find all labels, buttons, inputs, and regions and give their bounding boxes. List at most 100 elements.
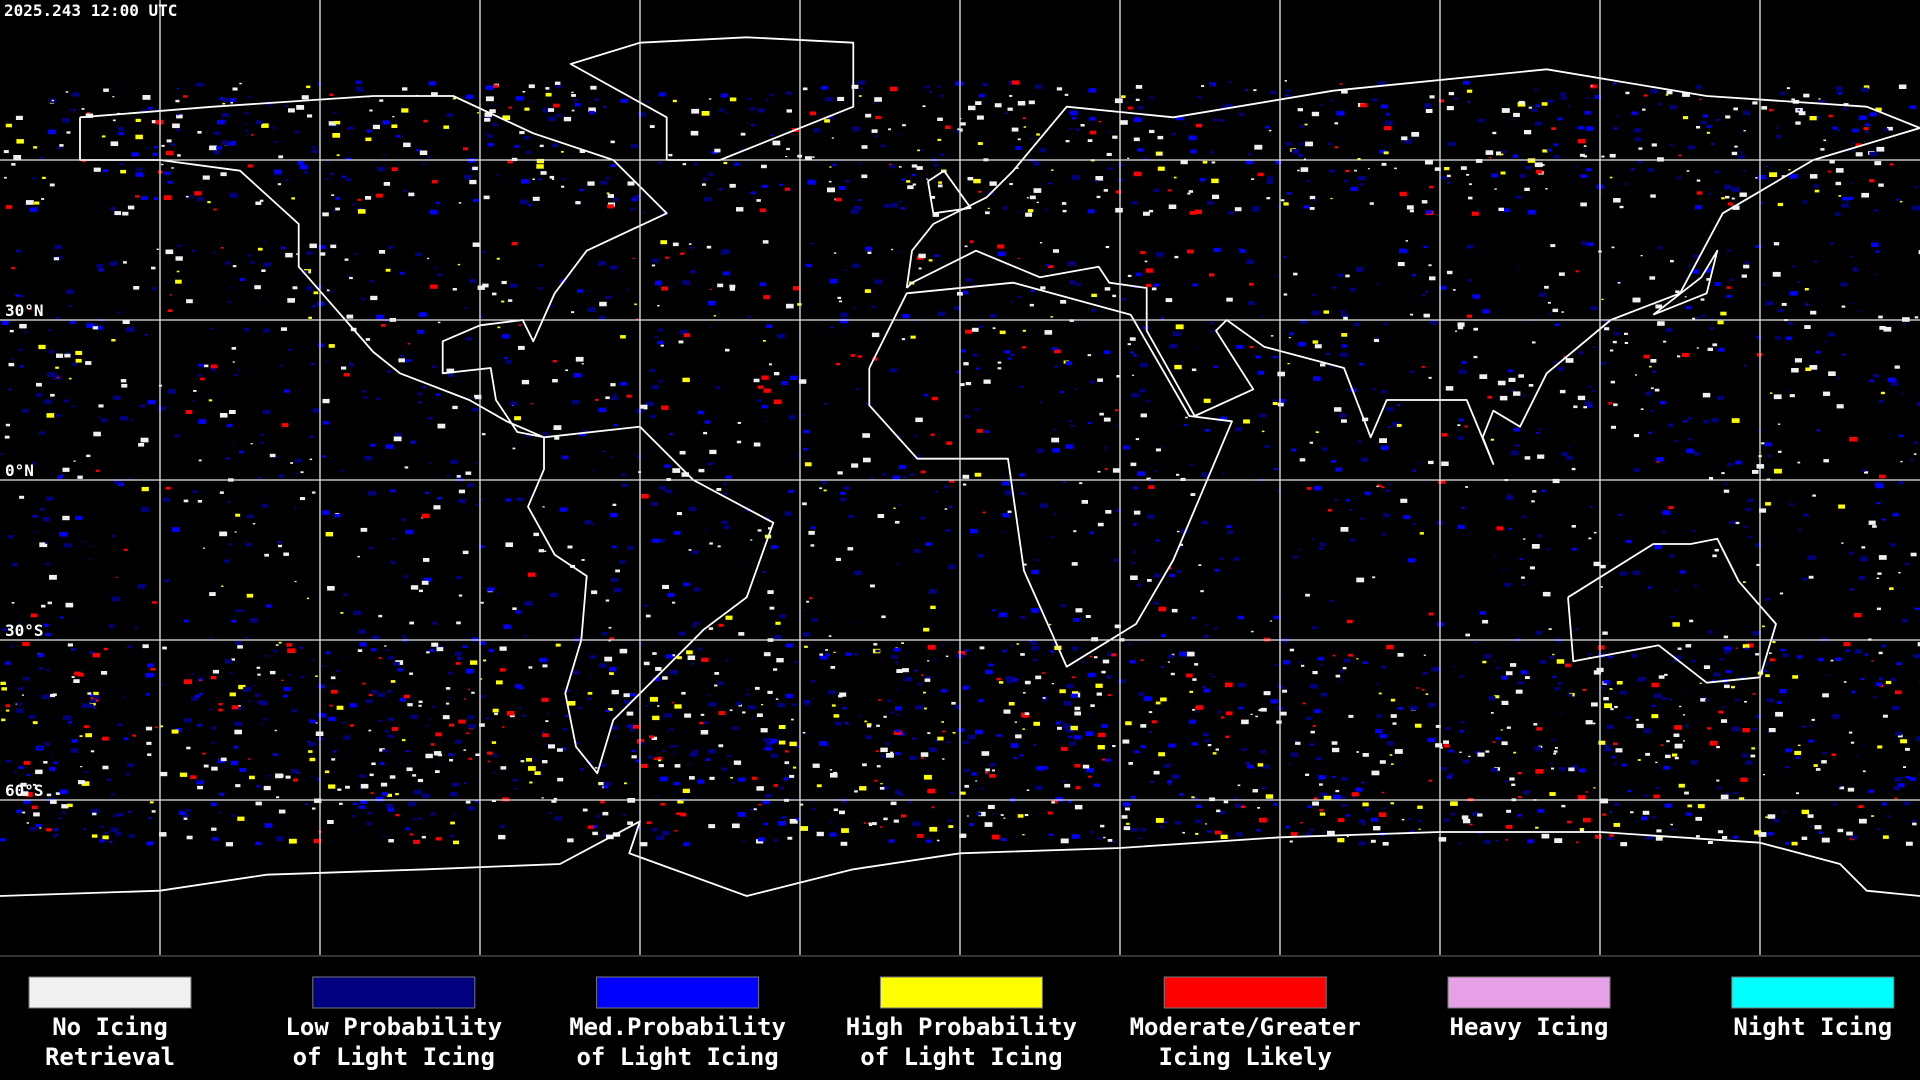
- cloud-pixel: [1428, 703, 1436, 708]
- cloud-pixel: [210, 328, 214, 330]
- cloud-pixel: [891, 248, 894, 251]
- cloud-pixel: [608, 626, 612, 629]
- cloud-pixel: [111, 339, 116, 342]
- cloud-pixel: [326, 161, 330, 163]
- cloud-pixel: [1378, 692, 1382, 695]
- cloud-pixel: [49, 183, 55, 187]
- cloud-pixel: [762, 340, 766, 342]
- cloud-pixel: [1609, 349, 1614, 352]
- cloud-pixel: [756, 713, 763, 717]
- cloud-pixel: [858, 715, 861, 717]
- cloud-pixel: [964, 415, 970, 419]
- cloud-pixel: [1405, 240, 1408, 242]
- cloud-pixel: [1179, 543, 1184, 546]
- cloud-pixel: [506, 711, 515, 716]
- cloud-pixel: [1547, 99, 1554, 103]
- cloud-pixel: [858, 355, 863, 358]
- cloud-pixel: [496, 680, 503, 685]
- cloud-pixel: [571, 109, 575, 112]
- coastline: [1567, 537, 1777, 684]
- cloud-pixel: [609, 725, 617, 730]
- cloud-pixel: [688, 549, 692, 551]
- cloud-pixel: [1504, 582, 1511, 587]
- cloud-pixel: [428, 81, 436, 86]
- cloud-pixel: [279, 364, 283, 367]
- cloud-pixel: [1742, 644, 1750, 649]
- cloud-pixel: [1802, 725, 1805, 728]
- cloud-pixel: [1643, 354, 1650, 359]
- cloud-pixel: [1707, 347, 1713, 351]
- cloud-pixel: [223, 559, 230, 563]
- cloud-pixel: [42, 694, 50, 699]
- cloud-pixel: [22, 676, 29, 681]
- cloud-pixel: [192, 399, 196, 402]
- cloud-pixel: [229, 98, 236, 102]
- cloud-pixel: [81, 108, 85, 110]
- cloud-pixel: [1696, 347, 1699, 349]
- cloud-pixel: [1031, 641, 1038, 645]
- cloud-pixel: [942, 730, 945, 733]
- cloud-pixel: [1741, 274, 1747, 278]
- cloud-pixel: [987, 207, 990, 210]
- cloud-pixel: [1026, 197, 1029, 199]
- cloud-pixel: [1653, 693, 1662, 699]
- cloud-pixel: [935, 490, 938, 493]
- cloud-pixel: [1348, 653, 1353, 657]
- cloud-pixel: [973, 178, 981, 184]
- cloud-pixel: [1709, 327, 1715, 330]
- cloud-pixel: [587, 692, 593, 695]
- cloud-pixel: [1598, 740, 1606, 745]
- cloud-pixel: [1022, 346, 1027, 349]
- cloud-pixel: [571, 400, 580, 405]
- cloud-pixel: [708, 627, 714, 630]
- cloud-pixel: [1609, 834, 1614, 837]
- cloud-pixel: [339, 802, 343, 805]
- cloud-pixel: [651, 736, 658, 740]
- cloud-pixel: [1781, 302, 1787, 306]
- cloud-pixel: [511, 242, 517, 246]
- cloud-pixel: [809, 597, 813, 600]
- cloud-pixel: [93, 695, 100, 700]
- cloud-pixel: [1839, 786, 1845, 790]
- cloud-pixel: [1140, 251, 1146, 254]
- cloud-pixel: [965, 382, 972, 386]
- cloud-pixel: [914, 455, 921, 459]
- cloud-pixel: [1785, 766, 1789, 769]
- cloud-pixel: [1425, 159, 1433, 165]
- cloud-pixel: [992, 609, 996, 612]
- cloud-pixel: [1105, 246, 1110, 249]
- cloud-pixel: [471, 691, 475, 694]
- cloud-pixel: [1444, 818, 1450, 822]
- cloud-pixel: [160, 684, 164, 686]
- cloud-pixel: [368, 546, 374, 550]
- cloud-pixel: [1382, 842, 1389, 846]
- cloud-pixel: [1315, 756, 1322, 761]
- cloud-pixel: [406, 767, 413, 772]
- cloud-pixel: [1185, 416, 1188, 419]
- cloud-pixel: [348, 363, 354, 367]
- cloud-pixel: [1559, 389, 1566, 394]
- cloud-pixel: [1272, 402, 1278, 405]
- cloud-pixel: [407, 343, 410, 345]
- cloud-pixel: [827, 187, 835, 193]
- cloud-pixel: [811, 807, 816, 811]
- cloud-pixel: [1767, 814, 1776, 819]
- cloud-pixel: [680, 252, 685, 255]
- cloud-pixel: [1818, 831, 1823, 834]
- cloud-pixel: [1531, 544, 1540, 549]
- cloud-pixel: [1027, 209, 1034, 213]
- cloud-pixel: [1744, 700, 1747, 703]
- cloud-pixel: [1851, 182, 1854, 184]
- cloud-pixel: [399, 355, 404, 358]
- cloud-pixel: [1517, 772, 1522, 775]
- cloud-pixel: [1505, 671, 1513, 676]
- cloud-pixel: [784, 750, 789, 753]
- cloud-pixel: [1538, 428, 1543, 431]
- cloud-pixel: [842, 707, 847, 710]
- cloud-pixel: [1637, 160, 1643, 164]
- cloud-pixel: [1298, 154, 1303, 157]
- cloud-pixel: [1567, 105, 1571, 108]
- cloud-pixel: [646, 821, 652, 825]
- cloud-pixel: [382, 792, 388, 796]
- cloud-pixel: [1373, 826, 1381, 831]
